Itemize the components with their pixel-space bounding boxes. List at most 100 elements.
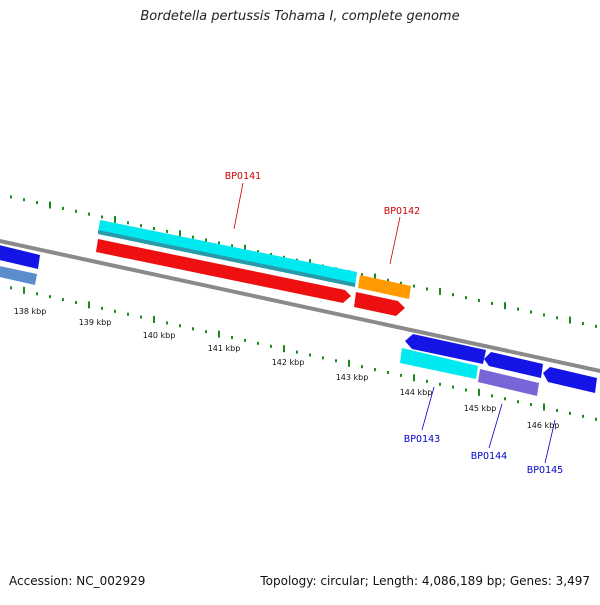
- minor-tick: [387, 278, 389, 282]
- minor-tick: [465, 388, 467, 392]
- minor-tick: [114, 309, 116, 313]
- gene-right-blue-1: [405, 334, 486, 364]
- major-tick: [413, 374, 415, 382]
- minor-tick: [257, 250, 259, 254]
- minor-tick: [400, 281, 402, 285]
- gene-label-bp0141: BP0141: [225, 171, 261, 182]
- minor-tick: [452, 385, 454, 389]
- gene-bp0141-cyan-edge: [98, 230, 355, 287]
- minor-tick: [257, 341, 259, 345]
- major-tick: [218, 330, 220, 338]
- major-tick: [23, 286, 25, 294]
- scale-label-140: 140 kbp: [143, 331, 176, 340]
- minor-tick: [231, 244, 233, 248]
- major-tick: [244, 244, 246, 252]
- minor-tick: [10, 195, 12, 199]
- minor-tick: [36, 201, 38, 205]
- minor-tick: [101, 215, 103, 219]
- scale-label-142: 142 kbp: [272, 358, 305, 367]
- scale-label-139: 139 kbp: [79, 318, 112, 327]
- scale-label-146: 146 kbp: [527, 421, 560, 430]
- minor-tick: [387, 371, 389, 374]
- minor-tick: [23, 198, 25, 202]
- minor-tick: [140, 315, 142, 319]
- minor-tick: [543, 313, 545, 317]
- minor-tick: [179, 324, 181, 328]
- minor-tick: [530, 403, 532, 407]
- leader-bp0145: [544, 419, 556, 464]
- minor-tick: [62, 206, 64, 210]
- scale-label-144: 144 kbp: [400, 388, 433, 397]
- gene-label-bp0144: BP0144: [471, 451, 507, 462]
- minor-tick: [192, 327, 194, 331]
- minor-tick: [322, 356, 324, 360]
- scale-label-138: 138 kbp: [14, 307, 47, 316]
- minor-tick: [231, 336, 233, 339]
- minor-tick: [75, 209, 77, 213]
- major-tick: [283, 345, 285, 353]
- minor-tick: [556, 316, 558, 320]
- minor-tick: [218, 241, 220, 245]
- gene-bp0143-cyan: [400, 348, 478, 379]
- genome-backbone: [0, 239, 600, 373]
- gene-left-steel: [0, 266, 37, 285]
- minor-tick: [517, 400, 519, 404]
- minor-tick: [530, 310, 532, 314]
- minor-tick: [335, 359, 337, 363]
- gene-right-blue-3: [543, 367, 597, 393]
- minor-tick: [595, 417, 597, 421]
- minor-tick: [244, 338, 246, 342]
- minor-tick: [75, 301, 77, 304]
- minor-tick: [127, 312, 129, 316]
- major-tick: [439, 287, 441, 295]
- scale-label-141: 141 kbp: [208, 344, 241, 353]
- leader-bp0142: [389, 216, 401, 265]
- minor-tick: [361, 365, 363, 369]
- minor-tick: [127, 221, 129, 225]
- inner-tick-row: [10, 286, 597, 421]
- minor-tick: [270, 344, 272, 348]
- gene-bp0144-purple: [478, 369, 539, 396]
- major-tick: [478, 388, 480, 396]
- minor-tick: [426, 287, 428, 291]
- minor-tick: [205, 330, 207, 334]
- minor-tick: [49, 295, 51, 299]
- minor-tick: [101, 306, 103, 310]
- minor-tick: [62, 298, 64, 302]
- gene-left-blue: [0, 245, 40, 269]
- minor-tick: [192, 235, 194, 239]
- gene-label-bp0142: BP0142: [384, 206, 420, 217]
- minor-tick: [426, 379, 428, 383]
- minor-tick: [582, 322, 584, 325]
- minor-tick: [491, 394, 493, 398]
- leader-bp0143: [421, 386, 435, 431]
- minor-tick: [309, 353, 311, 357]
- minor-tick: [491, 301, 493, 305]
- accession-text: Accession: NC_002929: [9, 574, 146, 588]
- minor-tick: [166, 229, 168, 233]
- gene-bp0141-red: [96, 239, 351, 303]
- major-tick: [179, 230, 181, 238]
- scale-label-143: 143 kbp: [336, 373, 369, 382]
- major-tick: [88, 301, 90, 309]
- minor-tick: [140, 224, 142, 228]
- minor-tick: [517, 307, 519, 311]
- major-tick: [348, 359, 350, 367]
- minor-tick: [153, 227, 155, 230]
- leader-bp0141: [233, 182, 244, 230]
- minor-tick: [270, 252, 272, 256]
- map-title: Bordetella pertussis Tohama I, complete …: [140, 9, 460, 24]
- gene-right-blue-2: [484, 352, 543, 378]
- scale-label-145: 145 kbp: [464, 404, 497, 413]
- minor-tick: [374, 368, 376, 372]
- minor-tick: [569, 411, 571, 415]
- minor-tick: [296, 350, 298, 354]
- major-tick: [49, 201, 51, 209]
- minor-tick: [413, 284, 415, 288]
- minor-tick: [205, 238, 207, 242]
- major-tick: [114, 215, 116, 223]
- minor-tick: [556, 408, 558, 412]
- gene-label-bp0145: BP0145: [527, 465, 563, 476]
